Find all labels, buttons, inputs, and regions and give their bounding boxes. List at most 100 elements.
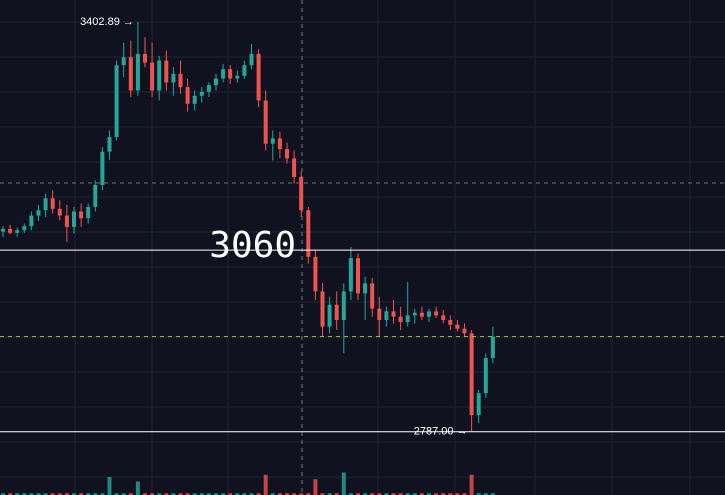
candle-body [356, 258, 360, 294]
volume-bar [242, 493, 247, 495]
volume-bar [483, 493, 488, 495]
volume-bar [185, 493, 190, 495]
volume-bar [263, 474, 268, 495]
candle-body [128, 57, 133, 91]
candle-body [277, 138, 282, 150]
volume-bar [292, 493, 297, 495]
volume-bar [334, 493, 339, 495]
volume-bar [50, 493, 55, 495]
candle-body [79, 211, 84, 219]
candle-body [490, 336, 495, 358]
volume-bar [277, 493, 282, 495]
volume-bar [363, 493, 368, 495]
candle-body [256, 53, 261, 101]
candle-body [327, 304, 332, 327]
volume-bar [299, 493, 304, 495]
candle-body [405, 315, 410, 323]
volume-bar [15, 493, 20, 495]
volume-bar [57, 493, 62, 495]
volume-bar [285, 493, 289, 495]
candle-body [249, 53, 254, 66]
candle-body [72, 211, 76, 227]
candle-body [391, 311, 396, 317]
candle-body [483, 357, 488, 394]
volume-bar [412, 493, 417, 495]
volume-bar [121, 493, 126, 495]
volume-bar [93, 493, 98, 495]
candle-body [214, 78, 218, 86]
volume-bar [448, 493, 453, 495]
candle-body [370, 283, 375, 309]
volume-bar [405, 493, 410, 495]
candle-body [157, 60, 162, 91]
volume-bar [235, 493, 240, 495]
candle-body [100, 151, 105, 185]
candle-body [15, 230, 20, 233]
candle-body [419, 312, 424, 317]
volume-bar [72, 493, 76, 495]
price-line-label: 3060 [209, 225, 296, 266]
volume-bar [341, 472, 346, 495]
volume-bar [441, 493, 446, 495]
volume-bar [150, 493, 155, 495]
volume-bar [476, 493, 481, 495]
volume-bar [36, 493, 41, 495]
volume-bar [391, 493, 396, 495]
candle-body [22, 226, 27, 231]
volume-bar [214, 493, 218, 495]
candle-body [341, 291, 346, 321]
candle-body [242, 65, 247, 76]
candle-body [398, 316, 403, 323]
candle-body [469, 333, 474, 416]
candle-body [334, 304, 339, 321]
volume-bar [306, 493, 311, 495]
volume-bar [128, 493, 133, 495]
volume-bar [178, 493, 183, 495]
candle-body [263, 100, 268, 144]
volume-bar [206, 493, 211, 495]
candle-body [476, 393, 481, 416]
candle-body [455, 324, 460, 329]
volume-bar [469, 474, 474, 495]
candle-body [43, 198, 48, 211]
candle-body [50, 198, 55, 209]
candle-body [178, 73, 183, 88]
volume-bar [164, 493, 169, 495]
volume-bar [270, 493, 275, 495]
volume-bar [100, 493, 105, 495]
candle-body [121, 57, 126, 66]
candle-body [363, 283, 368, 294]
volume-bar [249, 493, 254, 495]
candle-body [377, 308, 382, 321]
candle-body [299, 176, 304, 211]
volume-bar [370, 493, 375, 495]
candle-body [143, 53, 147, 63]
volume-bar [8, 493, 13, 495]
volume-bar [43, 493, 48, 495]
candle-body [434, 311, 439, 316]
volume-bar [135, 481, 140, 495]
candle-body [93, 184, 98, 207]
volume-bar [29, 493, 34, 495]
extreme-label: 3402.89 → [80, 16, 134, 28]
volume-bar [427, 493, 431, 495]
candle-body [285, 149, 289, 159]
candle-body [64, 215, 69, 227]
candle-body [348, 258, 353, 292]
candle-body [270, 138, 275, 144]
volume-bar [171, 493, 176, 495]
candle-body [114, 65, 119, 138]
candle-body [199, 91, 204, 96]
volume-bar [192, 493, 197, 495]
candle-body [107, 137, 112, 152]
candle-body [448, 320, 453, 325]
volume-bar [256, 493, 261, 495]
volume-bar [320, 493, 325, 495]
candle-body [228, 69, 233, 79]
candle-body [206, 85, 211, 92]
candle-body [150, 62, 155, 91]
volume-bar [199, 493, 204, 495]
volume-bar [1, 493, 5, 495]
